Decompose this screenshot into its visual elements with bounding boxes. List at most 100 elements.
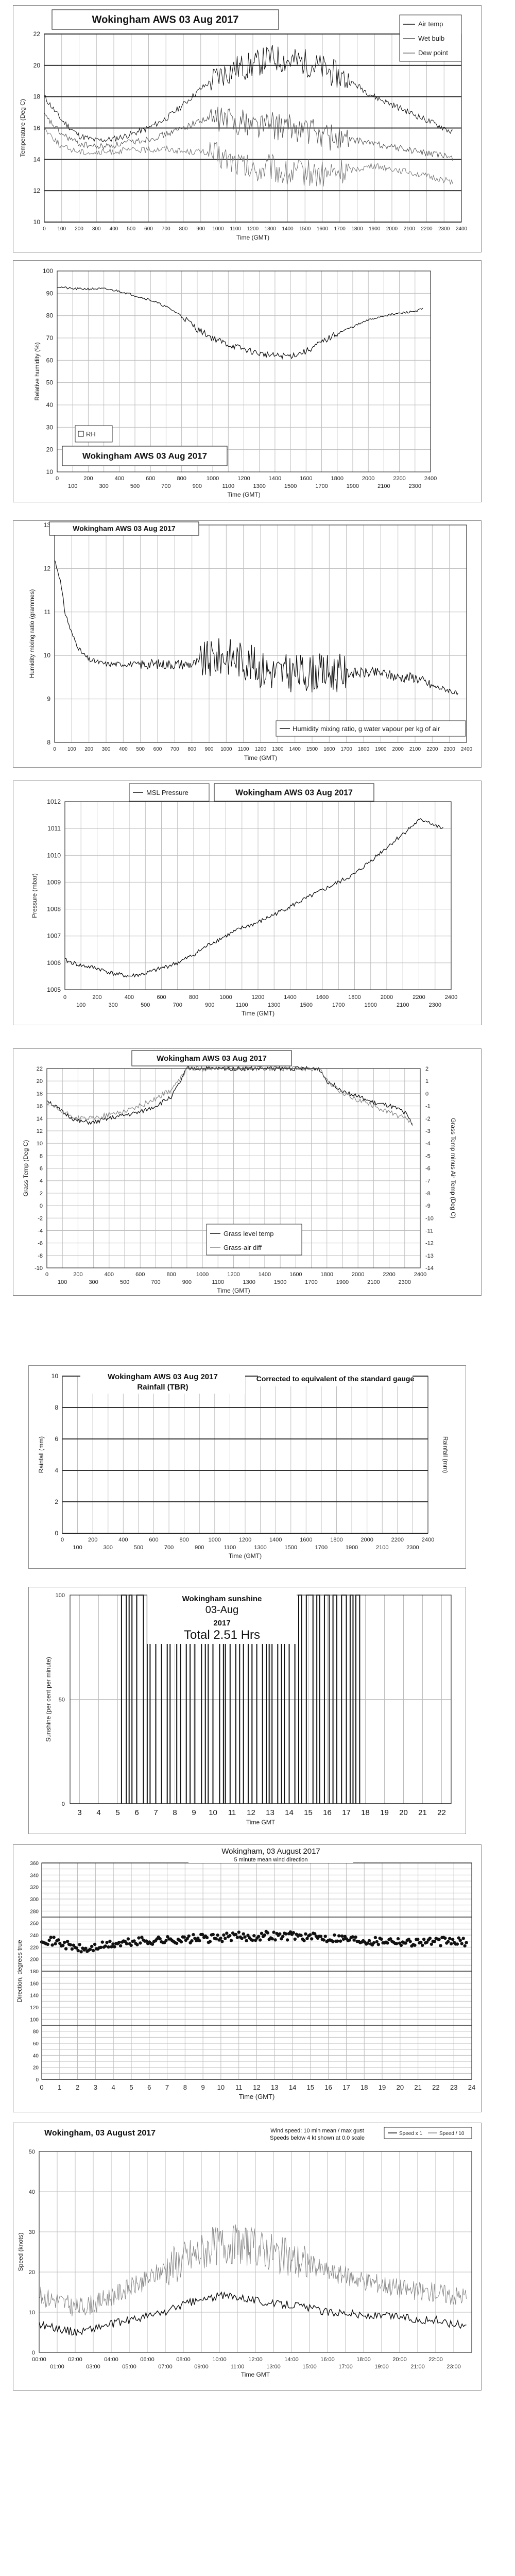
y-right-tick-label: -14 — [425, 1265, 434, 1272]
direction-point — [348, 1938, 351, 1942]
y-tick-label: 300 — [30, 1897, 39, 1903]
legend-entry: Grass level temp — [224, 1230, 274, 1238]
x-tick-label: 500 — [127, 226, 135, 232]
direction-point — [455, 1942, 459, 1946]
direction-point — [216, 1933, 219, 1937]
direction-point — [260, 1931, 264, 1935]
y-tick-label: 80 — [46, 312, 54, 319]
direction-point — [135, 1943, 139, 1946]
direction-point — [243, 1935, 247, 1939]
x-tick-label: 19:00 — [374, 2364, 389, 2370]
x-tick-label: 2100 — [376, 1545, 388, 1551]
direction-point — [448, 1937, 452, 1940]
y-tick-label: -2 — [38, 1215, 43, 1222]
x-tick-label: 700 — [162, 226, 170, 232]
y-right-tick-label: -9 — [425, 1203, 431, 1209]
series-line-grass-level-temp — [46, 1065, 413, 1126]
y-tick-label: 200 — [30, 1957, 39, 1963]
direction-point — [145, 1939, 148, 1943]
x-tick-label: 1400 — [284, 994, 296, 1001]
x-tick-label: 1500 — [306, 747, 318, 752]
x-tick-label: 500 — [130, 483, 140, 489]
y-tick-label: 22 — [33, 30, 41, 38]
direction-point — [205, 1936, 209, 1940]
x-tick-label: 1100 — [212, 1279, 224, 1285]
direction-point — [389, 1937, 392, 1941]
x-axis-label: Time (GMT) — [244, 754, 277, 761]
direction-point — [113, 1945, 116, 1948]
x-tick-label: 22 — [432, 2083, 439, 2091]
y-tick-label: 6 — [55, 1435, 58, 1443]
y-tick-label: 320 — [30, 1885, 39, 1891]
y-tick-label: 2 — [40, 1191, 43, 1197]
direction-point — [299, 1934, 303, 1937]
direction-point — [343, 1935, 347, 1938]
x-tick-label: 1300 — [265, 226, 277, 232]
x-tick-label: 1200 — [247, 226, 259, 232]
direction-point — [331, 1940, 335, 1943]
x-tick-label: 2000 — [362, 476, 374, 482]
x-tick-label: 600 — [135, 1272, 145, 1278]
direction-point — [460, 1942, 464, 1945]
x-tick-label: 22 — [437, 1808, 446, 1817]
x-tick-label: 3 — [77, 1808, 81, 1817]
y-right-tick-label: -10 — [425, 1215, 434, 1222]
x-tick-label: 200 — [73, 1272, 82, 1278]
x-tick-label: 500 — [136, 747, 145, 752]
legend-entry: Wet bulb — [418, 35, 444, 42]
direction-point — [246, 1934, 250, 1937]
x-tick-label: 1100 — [230, 226, 241, 232]
x-tick-label: 1000 — [212, 226, 224, 232]
x-tick-label: 1900 — [347, 483, 359, 489]
y-tick-label: 180 — [30, 1969, 39, 1975]
x-axis-label: Time (GMT) — [217, 1287, 250, 1294]
x-tick-label: 800 — [177, 476, 186, 482]
legend-entry: Dew point — [418, 49, 448, 57]
direction-point — [263, 1933, 267, 1937]
x-tick-label: 400 — [115, 476, 124, 482]
x-tick-label: 21 — [414, 2083, 421, 2091]
x-tick-label: 2000 — [381, 994, 393, 1001]
y-tick-label: 280 — [30, 1909, 39, 1914]
x-tick-label: 1400 — [282, 226, 294, 232]
direction-point — [252, 1934, 256, 1938]
direction-point — [47, 1938, 51, 1942]
direction-point — [196, 1936, 200, 1940]
x-tick-label: 1100 — [238, 747, 249, 752]
direction-point — [404, 1941, 407, 1945]
direction-point — [50, 1943, 54, 1947]
y-tick-label: 360 — [30, 1861, 39, 1867]
y-right-tick-label: -6 — [425, 1166, 431, 1172]
x-tick-label: 1800 — [330, 1537, 342, 1543]
title-bg — [147, 1591, 297, 1644]
x-tick-label: 5 — [129, 2083, 133, 2091]
x-tick-label: 1300 — [268, 1002, 280, 1008]
x-tick-label: 21:00 — [410, 2364, 425, 2370]
y-axis-label: Direction, degrees true — [16, 1940, 23, 2003]
x-tick-label: 5 — [115, 1808, 119, 1817]
x-tick-label: 16 — [324, 2083, 332, 2091]
x-tick-label: 3 — [94, 2083, 97, 2091]
y-tick-label: 6 — [40, 1166, 43, 1172]
y-tick-label: 16 — [37, 1104, 43, 1110]
x-tick-label: 2000 — [360, 1537, 373, 1543]
x-tick-label: 2000 — [352, 1272, 364, 1278]
wind-direction-chart: 0204060801001201401601802002202402602803… — [16, 1846, 475, 2100]
x-tick-label: 2400 — [422, 1537, 434, 1543]
chart-title-box — [131, 1050, 292, 1066]
chart-subtitle: 5 minute mean wind direction — [234, 1857, 307, 1863]
direction-point — [416, 1938, 420, 1941]
x-tick-label: 300 — [104, 1545, 113, 1551]
x-tick-label: 1000 — [220, 747, 232, 752]
plot-frame — [39, 2151, 472, 2353]
direction-point — [443, 1936, 447, 1940]
direction-point — [433, 1940, 436, 1943]
y-tick-label: 8 — [47, 739, 50, 746]
x-tick-label: 700 — [161, 483, 170, 489]
x-tick-label: 2400 — [456, 226, 468, 232]
y-tick-label: 50 — [29, 2149, 35, 2155]
y-tick-label: 50 — [59, 1697, 65, 1703]
direction-point — [108, 1939, 112, 1943]
x-tick-label: 9 — [201, 2083, 205, 2091]
x-tick-label: 600 — [146, 476, 155, 482]
